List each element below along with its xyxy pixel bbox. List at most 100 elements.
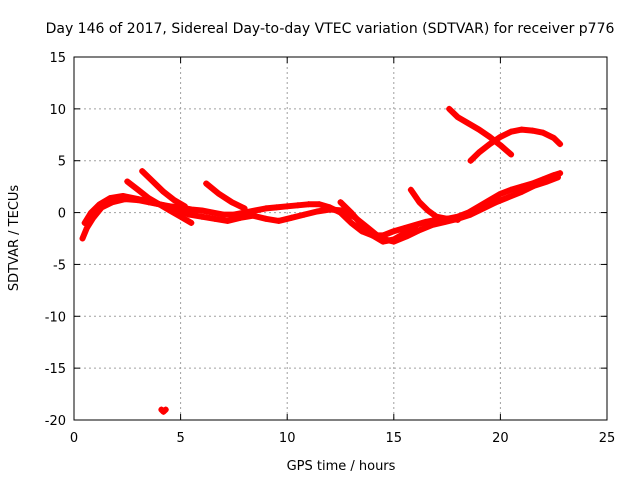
x-axis-label: GPS time / hours	[287, 459, 396, 474]
y-tick-label: 10	[49, 103, 66, 118]
data-point	[480, 205, 487, 212]
data-point	[476, 126, 483, 133]
x-tick-label: 25	[599, 431, 616, 446]
data-point	[250, 212, 257, 219]
data-point	[316, 201, 323, 208]
data-point	[486, 133, 493, 140]
data-point	[177, 213, 184, 220]
data-point	[401, 230, 408, 237]
data-point	[433, 213, 440, 220]
data-point	[79, 235, 86, 242]
data-point	[544, 178, 551, 185]
series-line	[446, 105, 515, 158]
data-point	[198, 207, 205, 214]
data-point	[156, 201, 163, 208]
y-tick-label: -10	[45, 310, 66, 325]
data-point	[390, 236, 397, 243]
data-point	[241, 205, 248, 212]
data-point	[508, 151, 515, 158]
data-point	[497, 142, 504, 149]
data-point	[424, 207, 431, 214]
data-point	[107, 195, 114, 202]
x-tick-label: 5	[176, 431, 184, 446]
series-line	[337, 199, 419, 245]
y-tick-label: 15	[49, 51, 66, 66]
grid-lines	[74, 57, 607, 420]
data-point	[444, 215, 451, 222]
y-tick-label: 0	[58, 207, 66, 222]
data-point	[554, 174, 561, 181]
data-point	[120, 192, 127, 199]
data-point	[412, 224, 419, 231]
data-point	[505, 194, 512, 201]
series-arc-3	[124, 178, 195, 226]
data-point	[139, 168, 146, 175]
x-tick-label: 10	[279, 431, 296, 446]
series-line	[467, 126, 564, 164]
data-point	[493, 199, 500, 206]
data-point	[96, 201, 103, 208]
y-tick-label: -20	[45, 414, 66, 429]
series-arc-7	[407, 186, 461, 223]
data-point	[203, 180, 210, 187]
x-tick-label: 0	[70, 431, 78, 446]
data-point	[467, 211, 474, 218]
y-tick-label: -15	[45, 362, 66, 377]
series-arc-10	[158, 406, 169, 415]
data-point	[162, 406, 169, 413]
data-point	[171, 197, 178, 204]
data-point	[273, 204, 280, 211]
data-point	[81, 219, 88, 226]
data-point	[557, 141, 564, 148]
series-line	[203, 180, 248, 212]
data-point	[305, 201, 312, 208]
data-point	[224, 217, 231, 224]
y-tick-label: 5	[58, 155, 66, 170]
data-point	[508, 186, 515, 193]
data-point	[422, 218, 429, 225]
data-point	[369, 232, 376, 239]
data-point	[326, 206, 333, 213]
data-point	[220, 211, 227, 218]
data-point	[160, 188, 167, 195]
series-arc-4	[139, 168, 188, 210]
data-point	[348, 209, 355, 216]
data-point	[186, 211, 193, 218]
data-point	[166, 207, 173, 214]
y-tick-label: -5	[53, 258, 66, 273]
data-point	[149, 178, 156, 185]
data-point	[134, 186, 141, 193]
data-point	[416, 227, 423, 234]
data-point	[518, 188, 525, 195]
data-point	[275, 217, 282, 224]
data-point	[339, 207, 346, 214]
data-point	[83, 225, 90, 232]
data-point	[181, 203, 188, 210]
data-point	[486, 141, 493, 148]
data-point	[209, 209, 216, 216]
data-point	[262, 215, 269, 222]
data-point	[454, 114, 461, 121]
data-point	[237, 214, 244, 221]
data-point	[215, 190, 222, 197]
data-point	[348, 219, 355, 226]
data-point	[88, 209, 95, 216]
data-point	[358, 228, 365, 235]
data-point	[198, 213, 205, 220]
series-arc-8	[446, 105, 515, 158]
data-point	[429, 222, 436, 229]
data-point	[390, 228, 397, 235]
data-point	[337, 199, 344, 206]
data-point	[124, 178, 131, 185]
x-tick-labels: 0 5 10 15 20 25	[70, 431, 615, 446]
data-point	[508, 128, 515, 135]
data-series	[79, 105, 564, 415]
data-point	[550, 134, 557, 141]
series-arc-9	[467, 126, 564, 164]
chart-title: Day 146 of 2017, Sidereal Day-to-day VTE…	[46, 21, 615, 37]
series-arc-5	[203, 180, 248, 212]
data-point	[294, 202, 301, 209]
data-point	[228, 199, 235, 206]
data-point	[540, 129, 547, 136]
